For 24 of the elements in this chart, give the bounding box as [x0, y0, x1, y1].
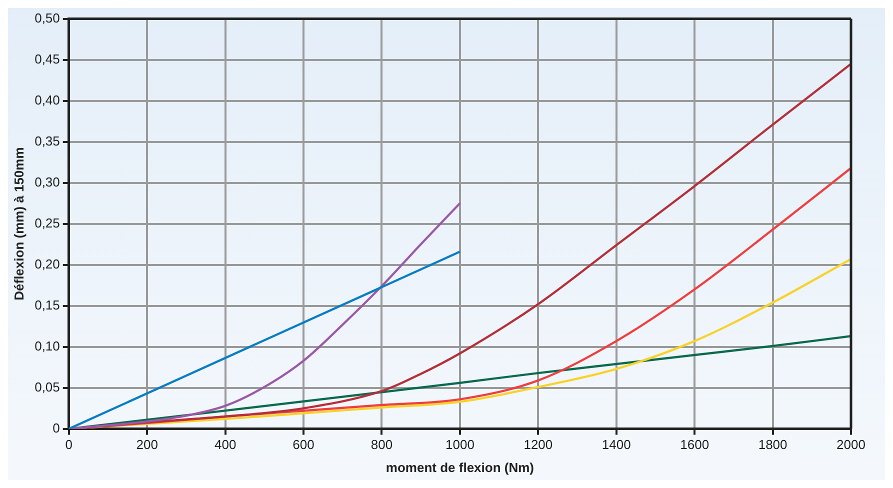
- y-tick-label: 0,40: [34, 92, 60, 108]
- y-tick-label: 0,50: [34, 10, 60, 26]
- y-tick-label: 0,30: [34, 174, 60, 190]
- x-tick-label: 1400: [602, 437, 631, 452]
- x-axis-title: moment de flexion (Nm): [386, 460, 534, 475]
- y-tick-label: 0,35: [34, 133, 60, 148]
- y-tick-label: 0: [52, 420, 60, 436]
- x-tick-label: 2000: [836, 437, 866, 452]
- x-tick-label: 200: [136, 437, 158, 452]
- x-tick-label: 1600: [680, 437, 710, 452]
- x-tick-label: 600: [292, 437, 314, 452]
- y-tick-label: 0,05: [34, 379, 60, 394]
- x-tick-label: 400: [214, 437, 236, 452]
- x-tick-label: 0: [65, 437, 73, 452]
- y-tick-label: 0,15: [34, 297, 60, 312]
- y-tick-label: 0,25: [34, 215, 60, 230]
- y-tick-label: 0,10: [34, 338, 60, 354]
- y-axis-title: Déflexion (mm) à 150mm: [11, 147, 26, 300]
- y-tick-label: 0,45: [34, 51, 60, 66]
- x-tick-label: 1800: [758, 437, 788, 452]
- y-tick-label: 0,20: [34, 256, 60, 272]
- x-tick-label: 1000: [445, 437, 474, 452]
- x-tick-label: 800: [370, 437, 393, 452]
- x-tick-label: 1200: [524, 437, 553, 452]
